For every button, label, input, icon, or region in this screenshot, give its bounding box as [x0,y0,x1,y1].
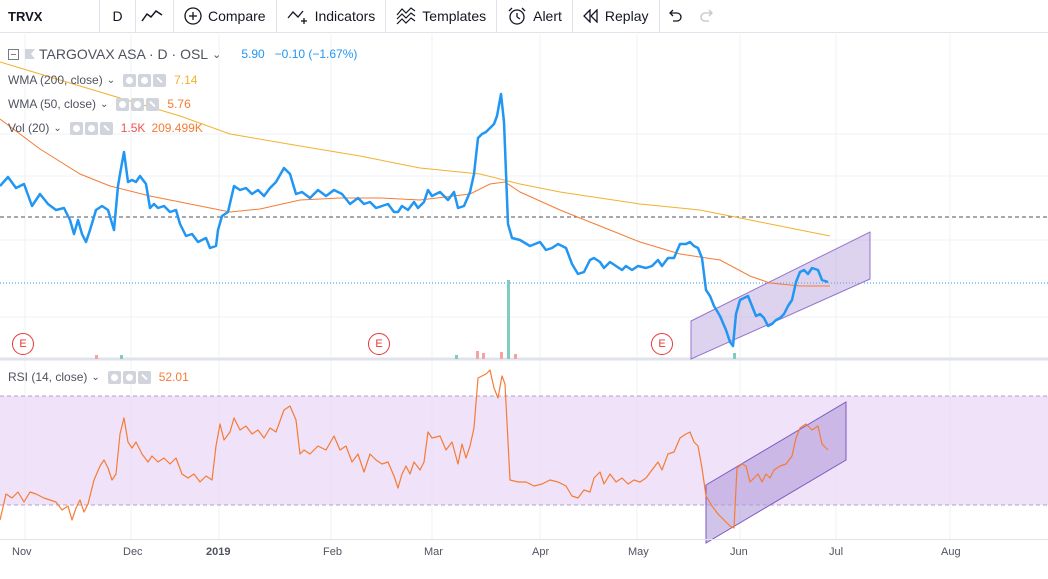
settings-icon[interactable] [131,97,145,111]
earnings-badge[interactable]: E [368,333,390,355]
close-icon[interactable] [146,97,160,111]
chart-canvas[interactable] [0,34,1048,579]
indicators-button[interactable]: Indicators [277,0,387,33]
x-axis-label: Apr [532,546,550,558]
x-axis-label: Jul [829,546,844,558]
top-toolbar: TRVX D Compare Indicators Templates Aler… [0,0,1048,33]
settings-icon[interactable] [138,73,152,87]
x-axis-label: May [628,546,649,558]
compare-button[interactable]: Compare [174,0,277,33]
plus-circle-icon [184,7,202,25]
flag-icon [25,49,35,59]
eye-icon[interactable] [116,97,130,111]
settings-icon[interactable] [122,370,136,384]
earnings-badge[interactable]: E [651,333,673,355]
volume-ma-value: 209.499K [151,121,203,135]
x-axis-label: 2019 [206,546,231,558]
volume-bar [482,353,485,359]
settings-icon[interactable] [84,121,98,135]
volume-bar [95,355,98,359]
interval-label: D [112,8,123,24]
close-icon[interactable] [153,73,167,87]
chevron-down-icon[interactable]: ⌄ [212,48,222,61]
x-axis-label: Feb [323,546,342,558]
wma200-legend[interactable]: WMA (200, close) ⌄ 7.14 [8,73,197,87]
indicators-label: Indicators [314,8,376,24]
last-price: 5.90 [241,47,265,61]
redo-button[interactable] [694,0,728,33]
price-line [0,92,829,348]
x-axis-label: Aug [941,546,961,558]
alert-label: Alert [533,8,562,24]
indicators-icon [287,10,307,24]
eye-icon[interactable] [123,73,137,87]
chevron-down-icon[interactable]: ⌄ [91,371,100,383]
alarm-clock-icon [508,7,526,25]
x-axis-label: Dec [123,546,143,558]
templates-button[interactable]: Templates [386,0,498,33]
series-title: TARGOVAX ASA · D · OSL [39,46,209,62]
templates-label: Templates [422,8,487,24]
wma50-legend[interactable]: WMA (50, close) ⌄ 5.76 [8,97,191,111]
volume-bar [514,354,517,359]
templates-icon [396,7,416,25]
chart-area[interactable]: TARGOVAX ASA · D · OSL ⌄ 5.90 −0.10 (−1.… [0,34,1048,579]
undo-button[interactable] [660,0,694,33]
eye-icon[interactable] [69,121,83,135]
undo-icon [668,9,682,22]
price-change: −0.10 (−1.67%) [274,47,358,61]
volume-bar-spike [507,280,510,359]
main-series-legend[interactable]: TARGOVAX ASA · D · OSL ⌄ 5.90 −0.10 (−1.… [8,46,357,62]
alert-button[interactable]: Alert [497,0,573,33]
rsi-overbought-oversold-band [0,396,1048,505]
x-axis-label: Nov [12,546,32,558]
wma50-value: 5.76 [167,97,191,111]
symbol-label: TRVX [8,8,43,24]
volume-bar [455,355,458,359]
close-icon[interactable] [99,121,113,135]
wma50-name: WMA (50, close) [8,97,97,111]
rsi-value: 52.01 [158,370,189,384]
wma200-line [0,61,831,237]
price-channel [690,231,871,360]
volume-bar [500,352,503,359]
close-icon[interactable] [137,370,151,384]
line-chart-icon [140,10,162,22]
volume-bar [733,353,736,359]
interval-button[interactable]: D [100,0,136,33]
chevron-down-icon[interactable]: ⌄ [53,122,62,134]
x-axis-label: Mar [424,546,443,558]
rsi-legend[interactable]: RSI (14, close) ⌄ 52.01 [8,370,189,384]
replay-button[interactable]: Replay [573,0,660,33]
wma200-value: 7.14 [174,73,198,87]
replay-label: Replay [604,8,649,24]
collapse-legend-icon[interactable] [8,48,19,60]
rsi-line [0,369,829,529]
x-axis-label: Jun [730,546,748,558]
chevron-down-icon[interactable]: ⌄ [106,74,116,86]
wma200-name: WMA (200, close) [8,73,103,87]
redo-icon [699,9,713,22]
time-axis[interactable] [0,539,1048,579]
volume-bars [95,280,736,359]
volume-value: 1.5K [120,121,146,135]
volume-bar [120,355,123,359]
symbol-search[interactable]: TRVX [0,0,100,33]
volume-name: Vol (20) [8,121,50,135]
eye-icon[interactable] [107,370,121,384]
rewind-icon [582,9,598,23]
earnings-badge[interactable]: E [12,333,34,355]
volume-legend[interactable]: Vol (20) ⌄ 1.5K 209.499K [8,121,203,135]
compare-label: Compare [208,8,266,24]
chart-type-button[interactable] [136,0,174,33]
volume-bar [476,351,479,359]
rsi-name: RSI (14, close) [8,370,88,384]
chevron-down-icon[interactable]: ⌄ [100,98,109,110]
